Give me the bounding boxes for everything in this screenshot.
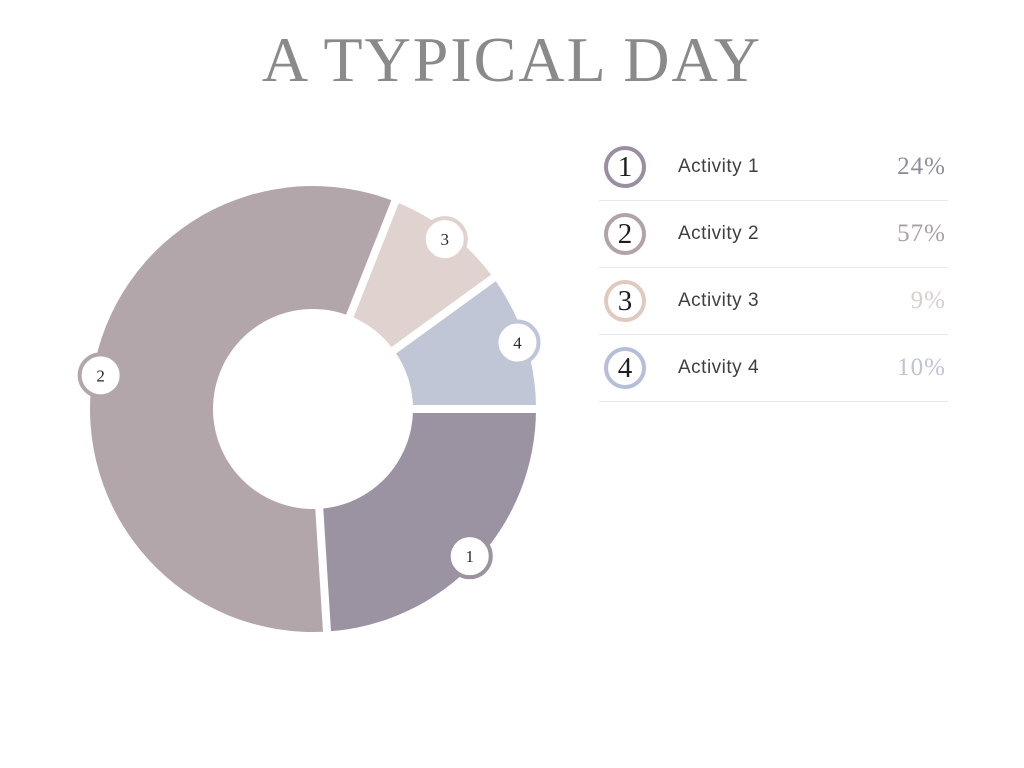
legend-item-number: 3 <box>617 284 633 317</box>
segment-badge-1 <box>446 533 493 580</box>
donut-segment-activity-3 <box>349 201 494 351</box>
legend-item-value: 10% <box>897 354 946 381</box>
segment-badge-number: 1 <box>465 547 474 566</box>
legend-item-number: 2 <box>617 217 633 250</box>
segment-badge-number: 4 <box>513 334 522 353</box>
legend-item: 1 Activity 1 24% <box>599 134 948 201</box>
segment-badge-4 <box>494 319 541 366</box>
chart-legend: 1 Activity 1 24% 2 Activity 2 57% 3 Acti… <box>599 134 948 402</box>
legend-item-label: Activity 1 <box>678 156 760 177</box>
segment-badge-2 <box>77 352 124 399</box>
legend-item-number: 4 <box>617 351 633 384</box>
segment-gap <box>381 269 503 361</box>
legend-item-number-ring: 3 <box>604 280 646 322</box>
legend-item-label: Activity 2 <box>678 223 760 244</box>
donut-segment-activity-1 <box>319 409 536 632</box>
legend-item-number-ring: 1 <box>604 146 646 188</box>
legend-item-value: 9% <box>910 287 946 314</box>
legend-item-value: 57% <box>897 220 946 247</box>
segment-badge-3 <box>421 216 468 263</box>
legend-item-label: Activity 4 <box>678 357 760 378</box>
legend-item: 2 Activity 2 57% <box>599 201 948 268</box>
legend-item: 3 Activity 3 9% <box>599 268 948 335</box>
segment-gap <box>314 496 332 640</box>
page-title: A TYPICAL DAY <box>261 24 763 95</box>
legend-item-label: Activity 3 <box>678 290 760 311</box>
legend-item-number-ring: 2 <box>604 213 646 255</box>
segment-gap <box>341 192 402 329</box>
segment-badge-number: 2 <box>96 366 105 385</box>
segment-badge-number: 3 <box>441 230 450 249</box>
legend-item-value: 24% <box>897 153 946 180</box>
legend-item-number-ring: 4 <box>604 347 646 389</box>
donut-segment-activity-4 <box>393 277 536 409</box>
legend-item: 4 Activity 4 10% <box>599 335 948 402</box>
legend-item-number: 1 <box>617 150 633 183</box>
